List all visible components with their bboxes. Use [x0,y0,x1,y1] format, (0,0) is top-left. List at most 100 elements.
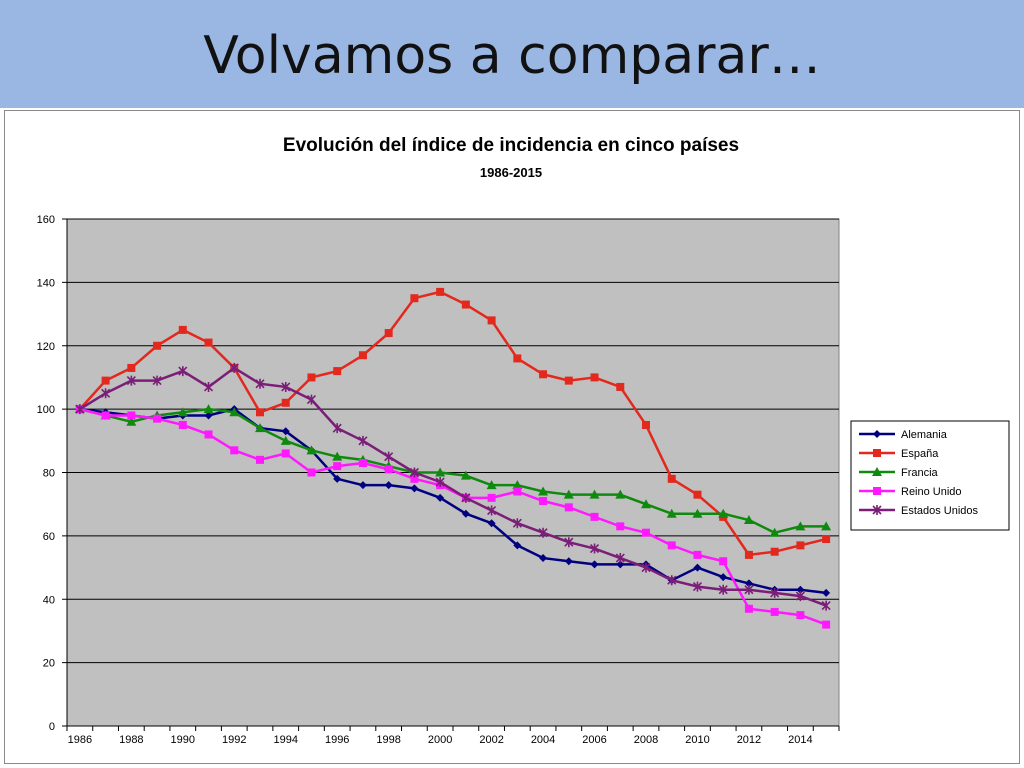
data-point [255,378,265,389]
data-point [795,521,806,531]
data-point [873,449,881,457]
data-point [101,376,110,385]
data-point [307,373,316,382]
data-point [666,508,677,518]
data-point [177,407,188,417]
data-point [280,435,291,445]
series-line [78,290,827,557]
data-point [590,512,599,521]
slide-title-bar [0,0,1024,108]
data-point [410,474,419,483]
data-point [127,411,136,420]
data-point [332,423,342,434]
data-point [461,300,470,309]
data-point [178,420,187,429]
y-tick-label: 120 [37,341,55,353]
data-point [461,492,471,503]
x-tick-label: 1990 [171,734,195,746]
data-point [770,587,780,598]
data-point [615,553,625,564]
data-point [460,470,471,480]
legend-label: Alemania [901,429,948,441]
data-point [178,366,188,377]
data-point [822,535,831,544]
grid-layer [67,218,839,727]
data-point [821,521,832,531]
data-point [384,481,393,490]
series-reino-unido [75,405,831,629]
data-point [563,489,574,499]
legend-item: Francia [859,467,939,479]
legend-item: Estados Unidos [859,505,979,517]
data-point [333,462,342,471]
data-point [126,416,137,426]
data-point [589,543,600,554]
data-point [153,341,162,350]
data-point [512,480,523,490]
data-point [204,411,213,420]
data-point [538,486,549,496]
data-point [564,376,573,385]
data-point [487,519,496,528]
legend-item: Reino Unido [859,486,962,498]
data-point [539,554,548,563]
data-point [872,505,882,515]
data-point [538,527,548,538]
data-point [590,373,599,382]
data-point [564,503,573,512]
data-point [358,435,368,446]
data-point [229,407,240,417]
data-point [795,591,805,602]
x-tick-label: 1988 [119,734,143,746]
data-point [75,404,85,415]
legend-label: Estados Unidos [901,505,979,517]
data-point [744,604,753,613]
x-tick-label: 2004 [531,734,555,746]
data-point [667,541,676,550]
data-point [872,467,882,476]
data-point [539,497,548,506]
data-point [564,537,574,548]
legend-item: España [859,448,939,460]
data-point [306,445,317,455]
data-point [564,557,573,566]
data-point [204,338,213,347]
data-point [744,584,754,595]
y-tick-label: 80 [43,468,55,480]
y-tick-label: 160 [37,214,55,226]
data-point [333,474,342,483]
data-point [256,455,264,464]
slide-title: Volvamos a comparar… [203,26,821,86]
data-point [743,515,754,525]
axis-layer: 0 20 40 60 80 100 120 140 160 1986 1988 1990 1992 199… [37,214,840,746]
x-tick-label: 1986 [68,734,92,746]
data-point [281,381,291,392]
data-point [513,354,522,363]
x-tick-label: 1994 [273,734,297,746]
data-point [152,375,162,386]
x-tick-label: 2002 [479,734,503,746]
x-tick-label: 1996 [325,734,349,746]
data-point [513,487,522,496]
data-point [203,381,214,392]
x-tick-label: 2006 [582,734,606,746]
data-point [486,480,497,490]
data-point [744,579,753,588]
data-point [770,607,779,616]
y-tick-label: 140 [37,277,55,289]
data-point [384,451,394,462]
data-point [409,467,419,478]
x-tick-label: 2010 [685,734,709,746]
x-tick-label: 1998 [376,734,400,746]
data-point [718,584,728,595]
data-point [692,581,703,592]
data-point [358,458,367,467]
series-line [79,407,827,595]
data-point [873,487,881,495]
data-point [230,446,239,455]
data-point [229,362,239,373]
data-point [616,522,625,531]
data-point [796,541,805,550]
data-point [512,518,522,529]
data-point [539,370,548,379]
